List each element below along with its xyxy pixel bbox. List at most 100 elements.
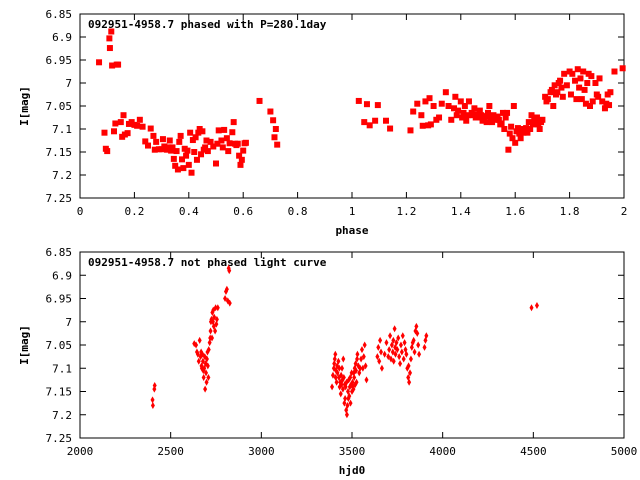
- data-point: [426, 95, 433, 102]
- y-tick-label: 7.25: [46, 192, 73, 205]
- data-point: [207, 339, 212, 347]
- data-point: [363, 101, 370, 108]
- data-point: [386, 353, 391, 361]
- data-point: [607, 89, 614, 96]
- data-point: [109, 62, 116, 69]
- x-tick-label: 4500: [520, 445, 547, 458]
- data-point: [595, 93, 602, 100]
- data-point: [184, 147, 191, 154]
- data-point: [561, 70, 568, 77]
- x-axis-label: phase: [335, 224, 368, 237]
- data-point: [332, 360, 337, 368]
- data-point: [404, 350, 409, 358]
- data-point: [150, 396, 155, 404]
- data-point: [495, 116, 502, 123]
- data-point: [212, 313, 217, 321]
- data-point: [584, 80, 591, 86]
- data-point: [204, 378, 209, 386]
- data-point: [416, 341, 421, 349]
- y-tick-label: 6.9: [52, 31, 72, 44]
- data-point: [393, 350, 398, 358]
- data-point: [424, 332, 429, 340]
- data-point: [214, 315, 219, 323]
- data-point: [410, 108, 417, 115]
- data-point: [430, 103, 437, 109]
- data-point: [340, 364, 345, 372]
- data-point: [195, 350, 200, 358]
- data-point: [334, 378, 339, 386]
- data-point: [379, 364, 384, 372]
- data-point: [272, 126, 279, 132]
- data-point: [551, 82, 558, 89]
- data-point: [506, 130, 513, 137]
- data-point: [396, 334, 401, 342]
- data-point: [509, 135, 516, 142]
- data-point: [502, 114, 509, 121]
- data-point: [461, 103, 468, 109]
- data-point: [174, 166, 181, 173]
- data-point: [336, 357, 341, 365]
- x-tick-label: 1.4: [451, 205, 471, 218]
- data-point: [213, 160, 219, 167]
- data-point: [106, 45, 113, 52]
- data-point: [112, 120, 119, 127]
- data-point: [453, 112, 460, 119]
- data-point: [223, 135, 230, 142]
- data-point: [599, 98, 606, 105]
- data-point: [536, 126, 543, 132]
- data-point: [201, 374, 206, 382]
- data-point: [104, 148, 111, 155]
- data-point: [208, 327, 213, 335]
- data-point: [529, 304, 534, 312]
- data-point: [510, 103, 517, 109]
- data-point: [192, 134, 199, 141]
- data-point: [353, 367, 358, 375]
- x-tick-label: 0.6: [233, 205, 253, 218]
- data-point: [347, 392, 352, 400]
- data-point: [236, 152, 243, 159]
- data-point: [550, 103, 557, 109]
- data-point: [330, 371, 335, 379]
- data-point: [516, 130, 523, 137]
- data-point: [159, 136, 166, 143]
- data-point: [355, 350, 360, 358]
- x-tick-label: 3500: [339, 445, 366, 458]
- data-point: [508, 123, 515, 130]
- data-point: [448, 116, 455, 123]
- y-tick-label: 6.85: [46, 246, 73, 259]
- data-point: [177, 132, 184, 139]
- data-point: [120, 112, 127, 119]
- data-point: [210, 334, 215, 342]
- y-tick-label: 7.15: [46, 146, 73, 159]
- data-point: [227, 299, 232, 307]
- x-tick-label: 2500: [157, 445, 184, 458]
- data-point: [378, 336, 383, 344]
- data-point: [359, 346, 364, 354]
- data-point: [392, 325, 397, 333]
- data-point: [237, 161, 244, 168]
- data-point: [139, 123, 146, 130]
- data-point: [374, 102, 381, 109]
- data-point: [523, 125, 530, 132]
- data-point: [179, 156, 185, 163]
- data-point: [227, 267, 232, 275]
- x-tick-label: 2: [621, 205, 628, 218]
- data-point: [223, 295, 228, 302]
- data-point: [419, 122, 426, 129]
- data-point: [348, 374, 353, 382]
- data-point: [353, 360, 358, 368]
- data-point: [379, 348, 384, 356]
- data-point: [482, 113, 489, 120]
- data-point: [588, 73, 595, 80]
- data-point: [106, 35, 113, 42]
- data-point: [479, 117, 486, 124]
- data-point: [96, 59, 103, 66]
- y-tick-label: 6.95: [46, 54, 73, 67]
- data-point: [582, 100, 589, 107]
- y-tick-label: 7.05: [46, 100, 73, 113]
- data-point: [270, 117, 277, 124]
- data-point: [619, 65, 626, 72]
- data-point: [569, 70, 576, 77]
- data-point: [517, 135, 524, 142]
- y-axis-label: I[mag]: [18, 86, 31, 126]
